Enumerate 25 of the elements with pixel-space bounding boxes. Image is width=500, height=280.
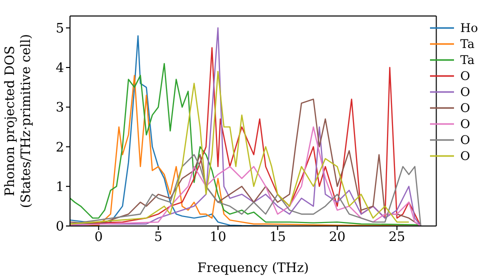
legend-label: Ta — [460, 53, 475, 67]
legend-label: Ho — [460, 21, 478, 35]
legend-label: Ta — [460, 37, 475, 51]
x-tick-label: 15 — [269, 230, 286, 246]
x-tick-label: 25 — [388, 230, 406, 246]
x-tick-label: 20 — [328, 230, 346, 246]
y-tick-label: 4 — [56, 61, 64, 76]
y-tick-label: 3 — [56, 100, 64, 116]
legend-label: O — [460, 101, 470, 115]
y-tick-label: 1 — [56, 180, 64, 195]
y-axis-title: Phonon projected DOS (States/THz·primitive cell) — [3, 34, 34, 208]
legend-label: O — [460, 117, 470, 131]
x-tick-label: 0 — [94, 230, 103, 246]
y-tick-label: 2 — [56, 140, 64, 156]
y-tick-label: 5 — [56, 22, 64, 36]
x-tick-label: 10 — [210, 230, 226, 246]
x-tick-label: 5 — [154, 230, 162, 246]
legend-label: O — [460, 133, 470, 147]
legend-label: O — [460, 149, 470, 163]
line-series — [70, 154, 422, 226]
x-axis-title: Frequency (THz) — [197, 261, 309, 276]
legend-label: O — [460, 85, 470, 99]
y-tick-label: 0 — [56, 220, 64, 235]
legend-label: O — [460, 69, 470, 83]
line-series — [70, 126, 422, 226]
